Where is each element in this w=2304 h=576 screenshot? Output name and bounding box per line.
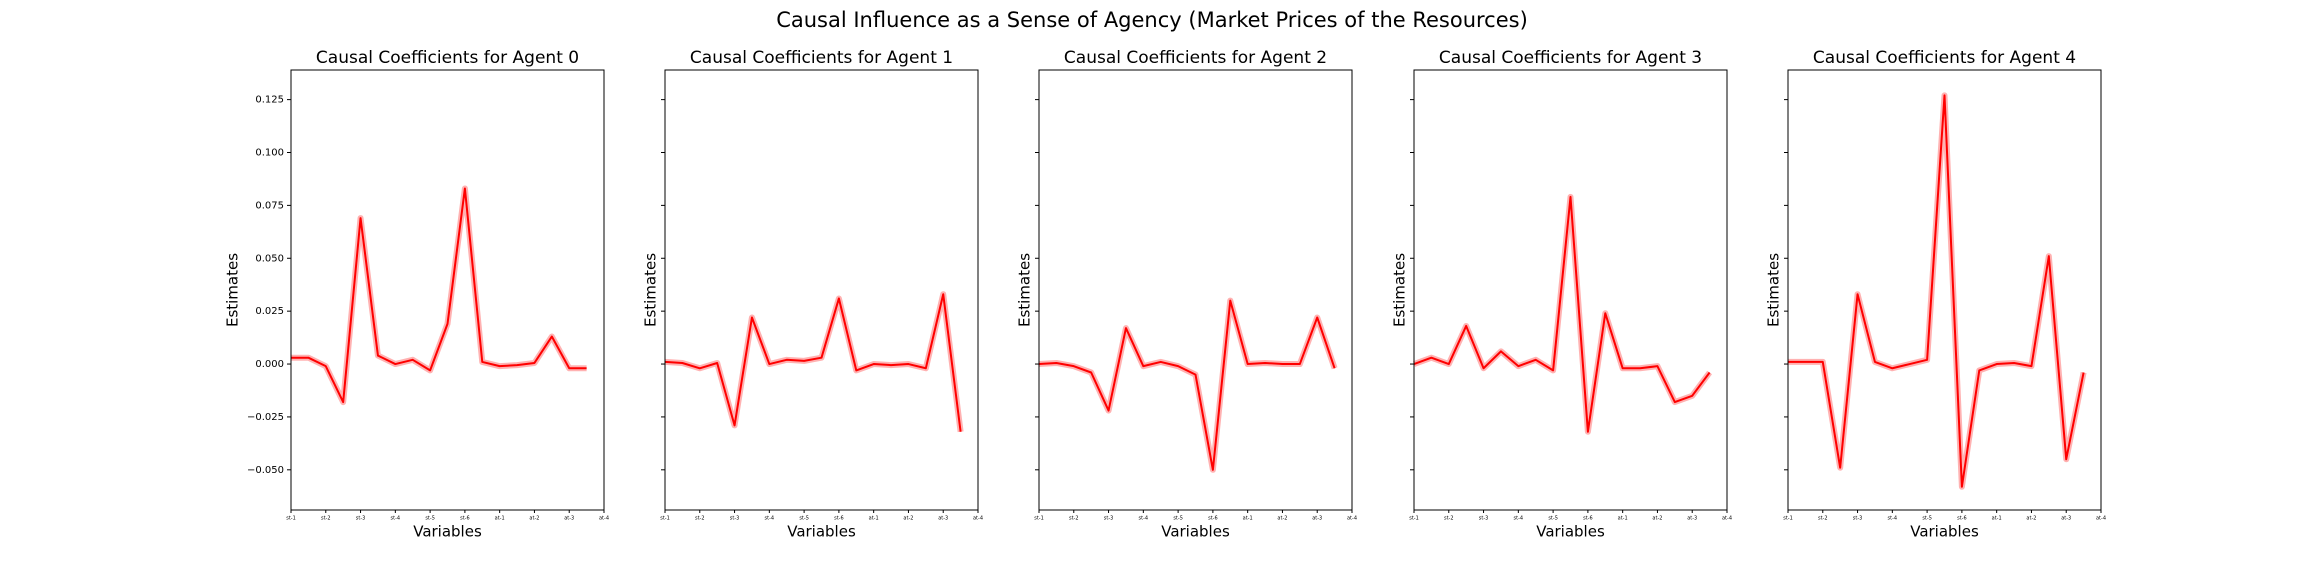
line-band [1412, 193, 1713, 435]
x-tick-label: at-4 [2096, 516, 2106, 522]
x-tick-label: st-3 [356, 516, 366, 522]
axes-title: Causal Coefficients for Agent 4 [1813, 48, 2076, 68]
x-tick-label: st-5 [1173, 516, 1183, 522]
x-tick-label: st-2 [1069, 516, 1079, 522]
x-tick-label: at-2 [1277, 516, 1287, 522]
x-tick-label: st-4 [1888, 516, 1898, 522]
x-tick-label: st-1 [286, 516, 296, 522]
axes-title: Causal Coefficients for Agent 1 [690, 48, 953, 68]
x-tick-label: at-3 [564, 516, 574, 522]
line [1413, 195, 1711, 433]
y-tick-label: 0.050 [255, 253, 284, 264]
line-band [1788, 92, 2087, 490]
axes-title: Causal Coefficients for Agent 3 [1439, 48, 1702, 68]
y-tick-label: 0.025 [255, 306, 284, 317]
y-tick-label: −0.025 [247, 412, 284, 423]
y-tick-label: 0.125 [255, 95, 284, 106]
x-tick-label: st-2 [1444, 516, 1454, 522]
axes-frame [664, 69, 979, 511]
y-axis-label: Estimates [1016, 253, 1034, 327]
x-tick-label: st-1 [660, 516, 670, 522]
y-tick-label: −0.050 [247, 465, 284, 476]
y-tick-label: 0.100 [255, 148, 284, 159]
x-tick-label: st-6 [1583, 516, 1593, 522]
x-tick-label: at-1 [1243, 516, 1253, 522]
x-tick-label: st-6 [1208, 516, 1218, 522]
y-axis-label: Estimates [1765, 253, 1783, 327]
x-tick-label: at-3 [1687, 516, 1697, 522]
x-tick-label: at-3 [938, 516, 948, 522]
x-axis-label: Variables [413, 523, 482, 541]
x-tick-label: at-2 [529, 516, 539, 522]
x-tick-label: st-4 [391, 516, 401, 522]
axes-frame [1038, 69, 1353, 511]
x-tick-label: st-3 [1479, 516, 1489, 522]
x-axis-label: Variables [787, 523, 856, 541]
x-tick-label: at-4 [1347, 516, 1357, 522]
y-tick-label: 0.000 [255, 359, 284, 370]
axes-frame [1787, 69, 2102, 511]
x-tick-label: st-2 [321, 516, 331, 522]
line-band [664, 291, 964, 433]
x-tick-label: at-1 [1618, 516, 1628, 522]
x-tick-label: st-6 [460, 516, 470, 522]
x-tick-label: st-4 [1139, 516, 1149, 522]
line [1038, 299, 1336, 471]
x-tick-label: at-4 [599, 516, 609, 522]
x-tick-label: st-2 [1818, 516, 1828, 522]
x-tick-label: st-6 [834, 516, 844, 522]
x-tick-label: st-4 [765, 516, 775, 522]
x-tick-label: st-3 [730, 516, 740, 522]
axes-title: Causal Coefficients for Agent 0 [316, 48, 579, 68]
x-tick-label: st-5 [1922, 516, 1932, 522]
x-tick-label: st-1 [1409, 516, 1419, 522]
x-tick-label: st-3 [1853, 516, 1863, 522]
axes-frame [290, 69, 605, 511]
x-tick-label: at-2 [903, 516, 913, 522]
x-axis-label: Variables [1910, 523, 1979, 541]
x-axis-label: Variables [1536, 523, 1605, 541]
x-tick-label: at-4 [973, 516, 983, 522]
x-tick-label: st-5 [799, 516, 809, 522]
x-tick-label: at-2 [1652, 516, 1662, 522]
y-axis-label: Estimates [224, 253, 242, 327]
x-tick-label: st-6 [1957, 516, 1967, 522]
x-tick-label: at-3 [1312, 516, 1322, 522]
y-axis-label: Estimates [1391, 253, 1409, 327]
y-tick-label: 0.075 [255, 200, 284, 211]
x-tick-label: st-1 [1783, 516, 1793, 522]
x-tick-label: st-5 [1548, 516, 1558, 522]
line-band [291, 185, 587, 406]
axes-frame [1413, 69, 1728, 511]
x-tick-label: st-3 [1104, 516, 1114, 522]
x-tick-label: at-3 [2061, 516, 2071, 522]
x-tick-label: at-1 [1992, 516, 2002, 522]
axes-title: Causal Coefficients for Agent 2 [1064, 48, 1327, 68]
line [1788, 94, 2085, 488]
line-band [1038, 297, 1338, 473]
y-axis-label: Estimates [642, 253, 660, 327]
x-tick-label: st-1 [1034, 516, 1044, 522]
x-tick-label: at-1 [495, 516, 505, 522]
x-tick-label: at-2 [2026, 516, 2036, 522]
x-tick-label: st-4 [1514, 516, 1524, 522]
x-tick-label: st-2 [695, 516, 705, 522]
x-tick-label: st-5 [425, 516, 435, 522]
x-tick-label: at-4 [1722, 516, 1732, 522]
figure-title: Causal Influence as a Sense of Agency (M… [776, 8, 1528, 32]
x-axis-label: Variables [1161, 523, 1230, 541]
line [664, 293, 962, 432]
line [291, 187, 587, 404]
x-tick-label: at-1 [869, 516, 879, 522]
